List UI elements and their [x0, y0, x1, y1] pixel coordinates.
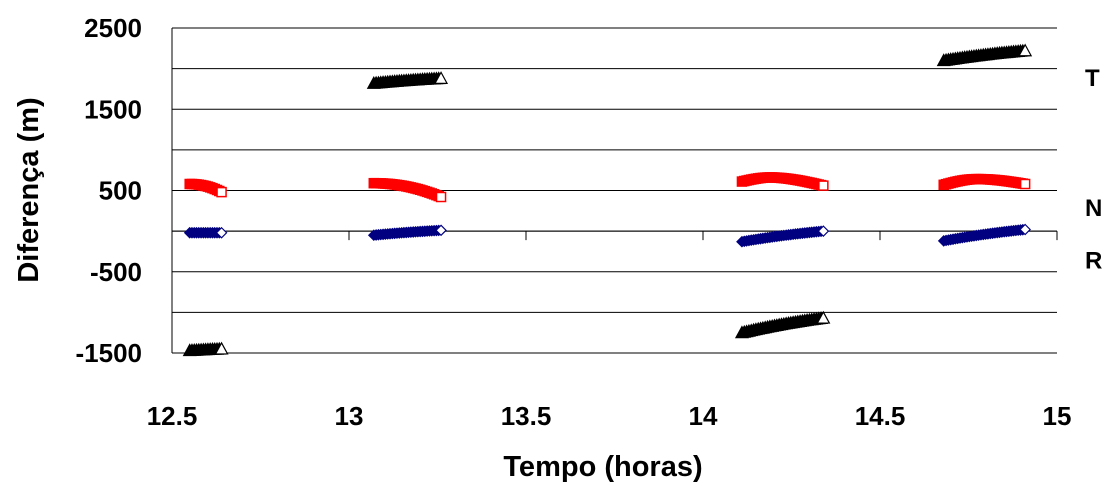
data-point: [214, 341, 229, 355]
data-point: [435, 191, 447, 203]
x-tick-label: 13.5: [501, 401, 552, 431]
data-point: [215, 226, 228, 239]
legend-label-r: R: [1085, 248, 1102, 275]
data-series: [182, 43, 1033, 357]
data-point: [216, 186, 227, 198]
x-tick-label: 13: [335, 401, 364, 431]
data-point: [1018, 43, 1033, 57]
gridlines: [172, 27, 1057, 354]
data-point: [435, 224, 447, 237]
y-axis-title: Diferença (m): [13, 97, 45, 282]
data-point: [434, 71, 449, 84]
axes: [171, 28, 1058, 353]
x-axis-title: Tempo (horas): [503, 451, 702, 483]
data-point: [1019, 223, 1031, 236]
legend-label-n: N: [1085, 195, 1102, 222]
tick-labels: 2500 1500 500 -500 -1500 12.5 13 13.5 14 14.5 15: [76, 13, 1072, 431]
data-point: [816, 310, 831, 324]
x-tick-label: 14.5: [855, 401, 906, 431]
x-tick-label: 12.5: [147, 401, 198, 431]
y-tick-label: 500: [99, 176, 142, 206]
data-point: [1019, 178, 1031, 190]
y-tick-label: 2500: [84, 13, 142, 43]
legend-label-t: T: [1085, 65, 1100, 92]
data-point: [817, 225, 830, 237]
y-tick-label: -1500: [76, 338, 143, 368]
x-tick-label: 15: [1043, 401, 1072, 431]
y-tick-label: 1500: [84, 94, 142, 124]
legend: T NR: [1085, 65, 1102, 275]
x-tick-label: 14: [689, 401, 718, 431]
y-tick-label: -500: [90, 257, 142, 287]
data-point: [818, 180, 829, 191]
